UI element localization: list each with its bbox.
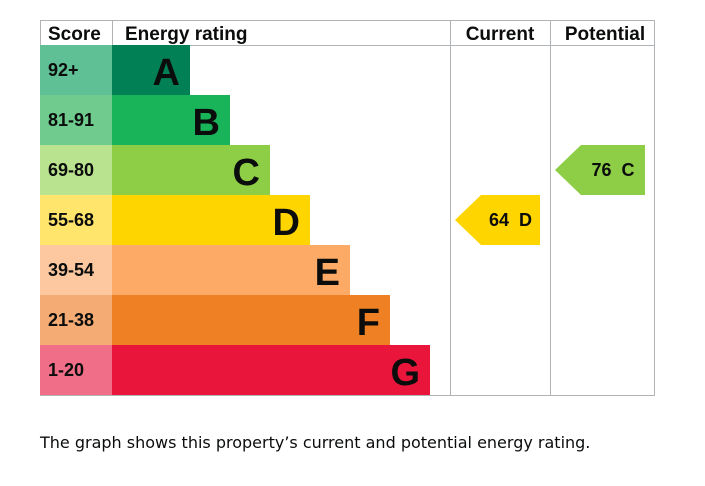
potential-rating-arrow	[555, 145, 645, 195]
potential-column-header: Potential	[565, 24, 645, 45]
score-cell-c	[40, 145, 112, 195]
score-cell-e	[40, 245, 112, 295]
score-range-b: 81-91	[48, 110, 94, 130]
rating-bar-c	[112, 145, 270, 195]
rating-letter-e: E	[315, 252, 340, 294]
rating-letter-b: B	[193, 102, 220, 144]
rating-letter-d: D	[273, 202, 300, 244]
rating-bar-g	[112, 345, 430, 395]
rating-letter-c: C	[233, 152, 260, 194]
rating-bar-d	[112, 195, 310, 245]
energy-rating-column-header: Energy rating	[125, 24, 247, 45]
rating-indicators: 64 D 76 C	[455, 145, 645, 245]
score-column-header: Score	[48, 24, 101, 45]
current-rating-arrow	[455, 195, 540, 245]
current-rating-label: 64 D	[489, 210, 532, 230]
rating-letter-a: A	[153, 52, 180, 94]
score-range-c: 69-80	[48, 160, 94, 180]
rating-bar-f	[112, 295, 390, 345]
score-cell-f	[40, 295, 112, 345]
score-range-f: 21-38	[48, 310, 94, 330]
rating-bands: 92+ A 81-91 B 69-80 C 55-68 D 39-54 E 21-38 F 1-20 G	[40, 45, 430, 395]
rating-letter-g: G	[390, 352, 420, 394]
potential-rating-label: 76 C	[591, 160, 634, 180]
rating-bar-a	[112, 45, 190, 95]
score-cell-b	[40, 95, 112, 145]
rating-bar-b	[112, 95, 230, 145]
score-range-d: 55-68	[48, 210, 94, 230]
column-headers: Score Energy rating Current Potential	[48, 24, 645, 45]
score-range-e: 39-54	[48, 260, 94, 280]
score-cell-a	[40, 45, 112, 95]
score-cell-d	[40, 195, 112, 245]
rating-letter-f: F	[357, 302, 380, 344]
score-cell-g	[40, 345, 112, 395]
rating-bar-e	[112, 245, 350, 295]
chart-caption: The graph shows this property’s current …	[40, 433, 591, 452]
score-range-a: 92+	[48, 60, 79, 80]
energy-rating-chart: 92+ A81-91 B69-80 C55-68 D39-54 E21-38 F1-20 G …	[40, 20, 655, 396]
current-column-header: Current	[466, 24, 535, 45]
score-range-g: 1-20	[48, 360, 84, 380]
